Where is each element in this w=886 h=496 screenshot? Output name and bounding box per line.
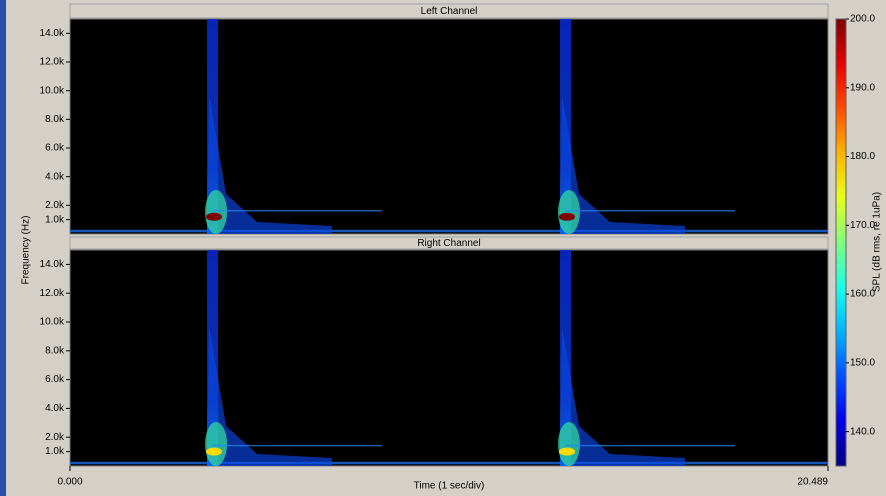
y-tick-label: 2.0k xyxy=(45,200,65,211)
y-tick-label: 6.0k xyxy=(45,374,65,385)
y-tick-label: 14.0k xyxy=(40,259,65,270)
y-tick-label: 6.0k xyxy=(45,143,65,154)
colorbar-tick-label: 180.0 xyxy=(850,151,875,162)
panel-title-bar xyxy=(69,236,829,250)
colorbar-tick-label: 170.0 xyxy=(850,220,875,231)
y-tick-label: 2.0k xyxy=(45,432,65,443)
y-tick-label: 12.0k xyxy=(40,288,65,299)
strike-peak xyxy=(558,212,575,221)
panel-title: Left Channel xyxy=(421,6,478,17)
colorbar-tick-label: 200.0 xyxy=(850,14,875,25)
strike-base xyxy=(205,422,228,466)
colorbar-label: SPL (dB rms, re 1uPa) xyxy=(872,192,883,292)
x-tick-label: 20.489 xyxy=(797,477,828,488)
colorbar-tick-label: 150.0 xyxy=(850,357,875,368)
strike-base xyxy=(557,422,580,466)
y-tick-label: 10.0k xyxy=(40,85,65,96)
plot-area xyxy=(69,249,829,467)
y-tick-label: 10.0k xyxy=(40,317,65,328)
x-axis-label: Time (1 sec/div) xyxy=(414,481,485,492)
y-tick-label: 1.0k xyxy=(45,214,65,225)
strike-peak xyxy=(558,447,575,456)
plot-area xyxy=(69,18,829,235)
y-tick-label: 4.0k xyxy=(45,403,65,414)
panel-title-bar xyxy=(69,3,829,19)
strike xyxy=(557,19,735,234)
y-tick-label: 12.0k xyxy=(40,57,65,68)
y-tick-label: 4.0k xyxy=(45,171,65,182)
colorbar-tick-label: 140.0 xyxy=(850,426,875,437)
strike-peak xyxy=(206,212,223,221)
y-tick-label: 8.0k xyxy=(45,114,65,125)
strike xyxy=(205,19,383,234)
strike-peak xyxy=(206,447,223,456)
y-tick-label: 1.0k xyxy=(45,446,65,457)
strike xyxy=(205,250,383,466)
strike-base xyxy=(205,190,228,234)
strike xyxy=(557,250,735,466)
panel-title: Right Channel xyxy=(417,238,480,249)
colorbar-tick-label: 160.0 xyxy=(850,289,875,300)
x-tick-label: 0.000 xyxy=(57,477,82,488)
colorbar xyxy=(835,18,847,467)
y-tick-label: 8.0k xyxy=(45,345,65,356)
y-tick-label: 14.0k xyxy=(40,28,65,39)
y-axis-label: Frequency (Hz) xyxy=(21,216,32,285)
colorbar-tick-label: 190.0 xyxy=(850,82,875,93)
strike-base xyxy=(557,190,580,234)
